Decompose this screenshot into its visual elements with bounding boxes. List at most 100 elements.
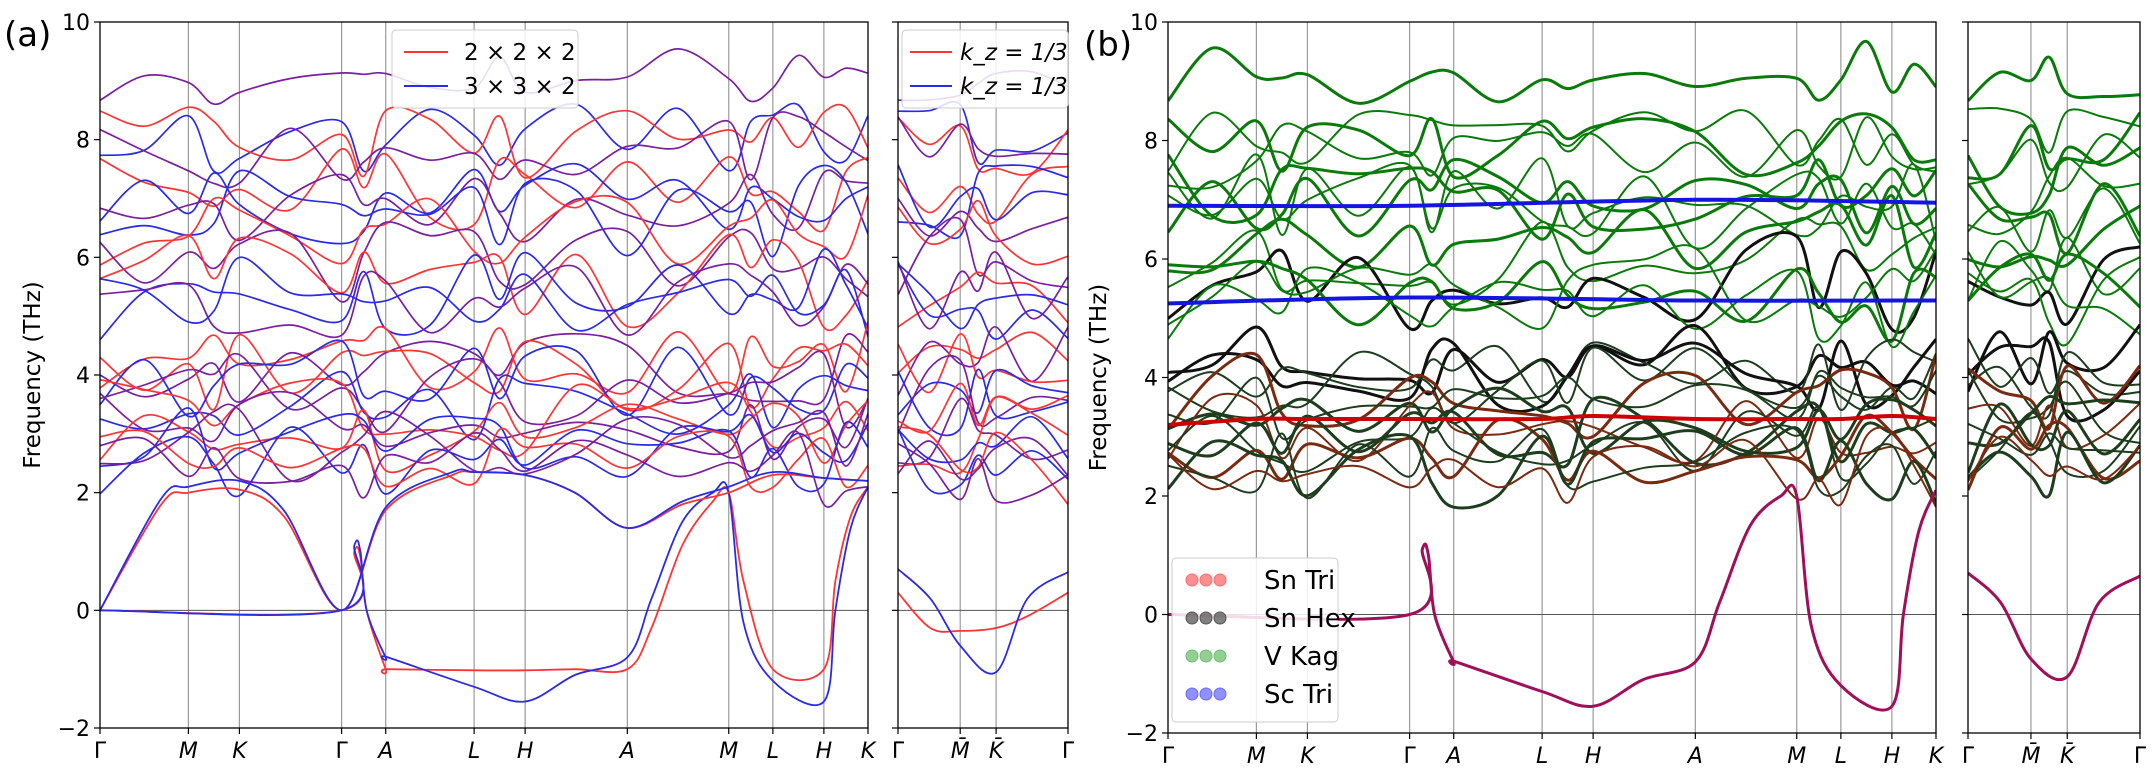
legend-label: 3 × 3 × 2 [464, 74, 576, 100]
legend-label: Sc Tri [1264, 680, 1333, 710]
band-line [100, 164, 868, 258]
x-tick-label: M [1247, 744, 1266, 769]
band-line [898, 165, 1068, 225]
x-tick-label: A [376, 739, 393, 764]
y-tick-label: 8 [76, 129, 90, 154]
panel-label-b: (b) [1084, 25, 1132, 65]
x-tick-label: Γ [335, 739, 348, 764]
band-line [1968, 256, 2140, 347]
series-line [100, 481, 868, 707]
legend-marker [1199, 649, 1213, 663]
band-line [1968, 338, 2140, 396]
y-tick-label: −2 [58, 717, 90, 742]
x-tick-label: K [1929, 744, 1945, 769]
band-line [100, 403, 868, 483]
band-line [1168, 266, 1936, 349]
x-tick-label: K̄ [989, 738, 1005, 764]
y-axis-title: Frequency (THz) [20, 281, 46, 469]
legend-label: Sn Hex [1264, 604, 1356, 634]
band-line [1968, 251, 2140, 336]
band-line [1168, 351, 1936, 440]
x-tick-label: A [618, 739, 635, 764]
legend-marker [1185, 573, 1199, 587]
legend-box [1171, 557, 1339, 723]
band-line [100, 420, 868, 498]
y-tick-label: 6 [1144, 248, 1158, 273]
band-line [1968, 252, 2140, 309]
band-line [898, 382, 1068, 436]
x-tick-label: M̄ [951, 738, 970, 764]
x-tick-label: Γ̄ [2134, 744, 2147, 769]
bands-group [1168, 39, 1936, 712]
legend-marker [1199, 573, 1213, 587]
band-line [100, 111, 868, 189]
legend-marker [1199, 611, 1213, 625]
band-line [1168, 426, 1936, 510]
x-tick-label: M [719, 739, 738, 764]
band-line [898, 116, 1068, 158]
band-line [100, 427, 868, 494]
series-line [1168, 483, 1936, 712]
band-line [1968, 369, 2140, 445]
band-line [898, 354, 1068, 434]
band-line [100, 399, 868, 474]
band-line [898, 271, 1068, 328]
legend-marker [1199, 687, 1213, 701]
x-tick-label: H [816, 739, 833, 764]
x-tick-label: Γ [94, 739, 107, 764]
band-line [1968, 55, 2140, 102]
band-line [100, 194, 868, 266]
band-line [1968, 435, 2140, 482]
series-line [100, 470, 868, 612]
band-line [898, 331, 1068, 374]
x-tick-label: Γ [1403, 744, 1416, 769]
band-line [898, 251, 1068, 330]
band-line [1968, 402, 2140, 450]
band-line [1168, 244, 1936, 330]
band-line [1168, 259, 1936, 343]
band-line [1968, 187, 2140, 253]
band-line [898, 333, 1068, 394]
band-line [100, 169, 868, 243]
x-tick-label: Γ̄ [892, 739, 905, 764]
band-line [100, 263, 868, 338]
legend-marker [1185, 611, 1199, 625]
band-line [1168, 39, 1936, 105]
band-line [1168, 426, 1936, 508]
legend-box [391, 29, 579, 109]
x-tick-label: K [861, 739, 877, 764]
band-line [100, 248, 868, 341]
band-line [100, 350, 868, 434]
series-line [1968, 571, 2140, 682]
band-line [1168, 109, 1936, 173]
band-line [1968, 182, 2140, 255]
band-line [100, 148, 868, 233]
y-tick-label: 6 [76, 246, 90, 271]
y-tick-label: 0 [76, 599, 90, 624]
band-line [1968, 351, 2140, 420]
band-line [898, 199, 1068, 266]
legend-label: 2 × 2 × 2 [464, 40, 576, 66]
bands-group [1968, 55, 2140, 682]
band-line [898, 415, 1068, 464]
band-line [1168, 346, 1936, 425]
band-line [1968, 394, 2140, 448]
x-tick-label: M [1787, 744, 1806, 769]
band-line [898, 164, 1068, 229]
legend-label: V Kag [1264, 642, 1339, 672]
panel-a: Γ M K Γ A L H A M L H K −2 0 2 4 6 8 10 Γ̄ M̄ K̄ Γ̄ Frequency (… [20, 11, 1075, 764]
y-tick-label: 4 [76, 364, 90, 389]
band-line [1968, 430, 2140, 499]
y-tick-label: 10 [1130, 11, 1158, 36]
x-tick-label: M [179, 739, 198, 764]
band-line [1968, 422, 2140, 456]
band-line [898, 164, 1068, 240]
x-tick-label: L [1835, 744, 1847, 769]
bands-group [100, 48, 868, 707]
series-line [1168, 197, 1936, 209]
legend-label: Sn Tri [1264, 566, 1335, 596]
x-tick-label: L [1536, 744, 1548, 769]
band-line [100, 332, 868, 406]
band-line [1168, 194, 1936, 275]
series-line [898, 591, 1068, 633]
